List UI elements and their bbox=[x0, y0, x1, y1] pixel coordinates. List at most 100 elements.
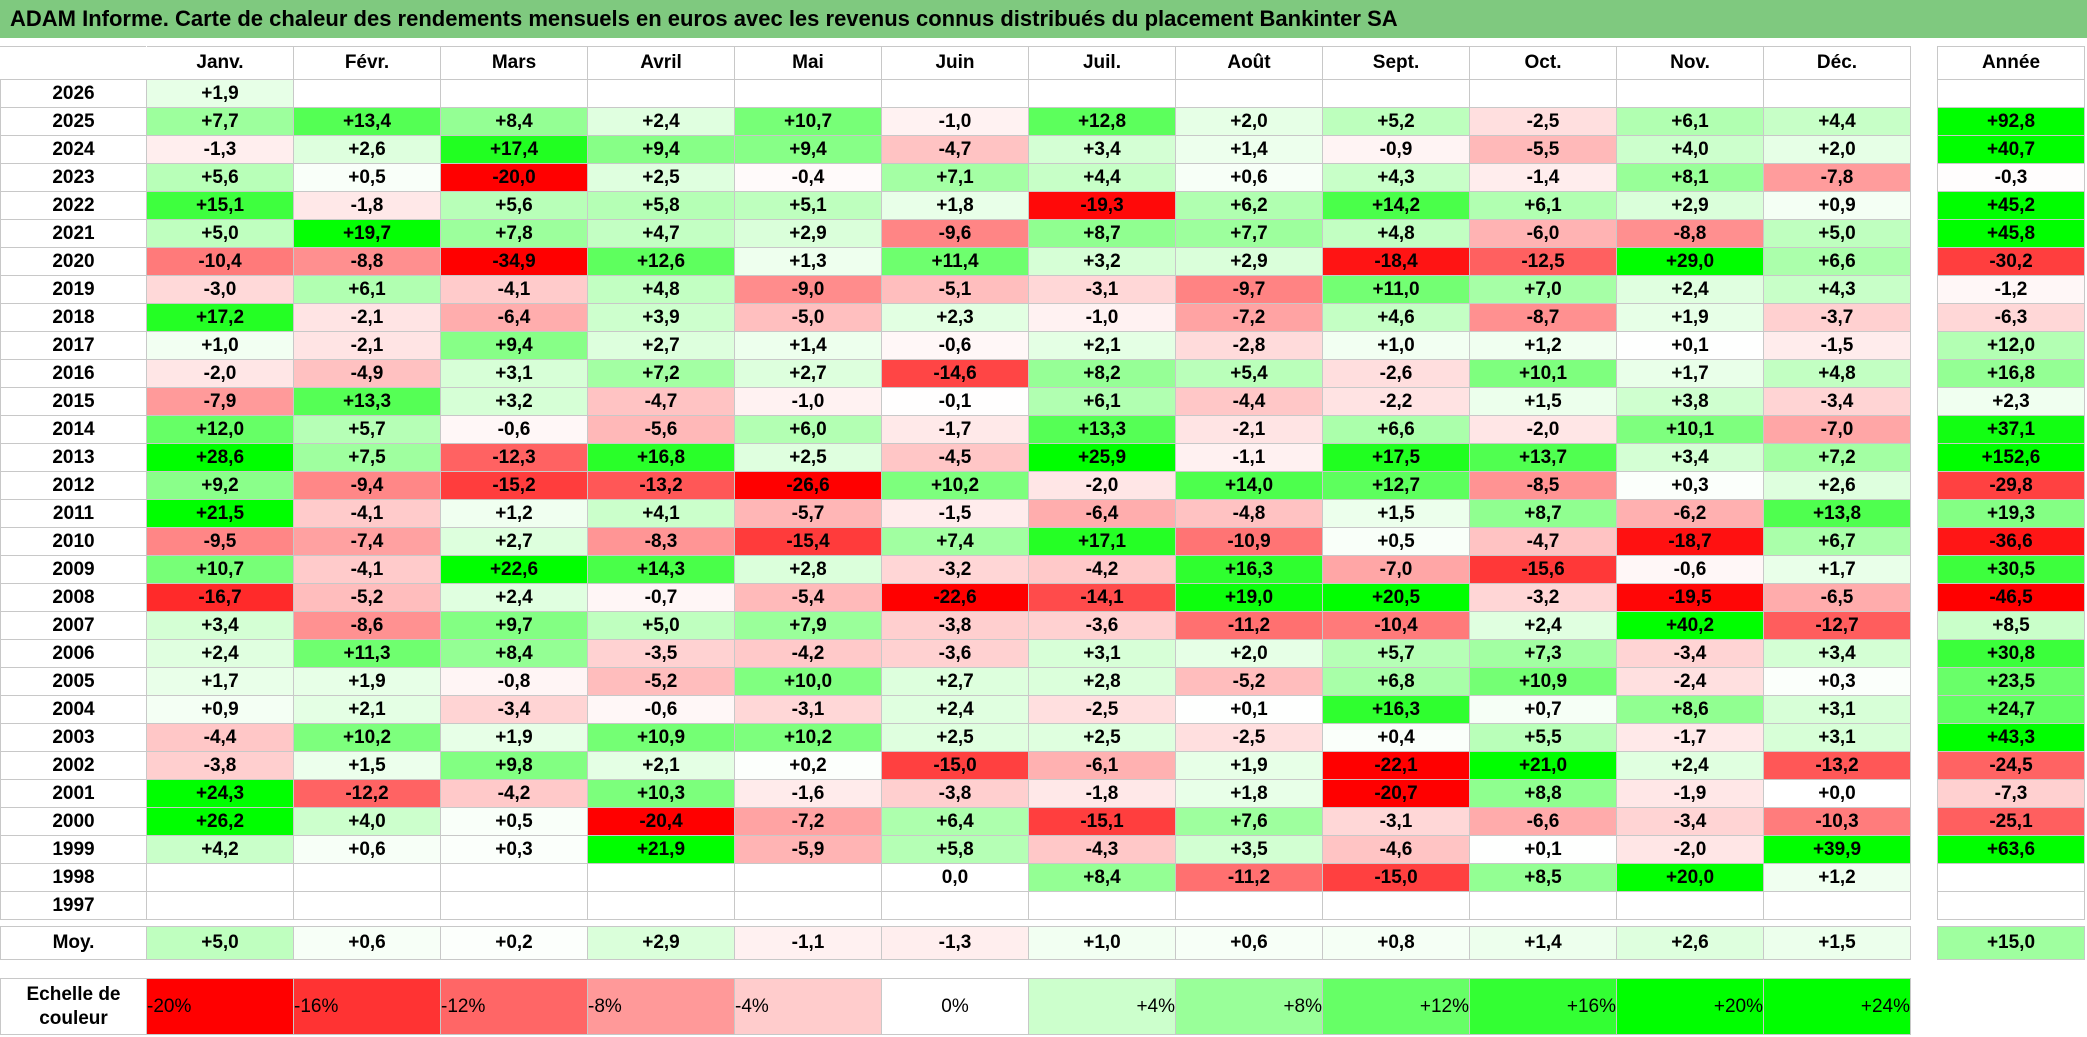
heatmap-cell: +4,8 bbox=[587, 275, 735, 304]
year-row: 2002 -3,8 +1,5 +9,8 +2,1 +0,2 -15,0 -6,1 +1,9 -22… bbox=[0, 751, 1911, 780]
annual-cell: +16,8 bbox=[1937, 359, 2085, 388]
year-label: 2024 bbox=[0, 135, 147, 164]
heatmap-cell: +2,4 bbox=[1616, 751, 1764, 780]
heatmap-cell: -0,6 bbox=[881, 331, 1029, 360]
heatmap-cell: +0,6 bbox=[1175, 163, 1323, 192]
heatmap-cell: +8,8 bbox=[1469, 779, 1617, 808]
heatmap-cell: -15,0 bbox=[881, 751, 1029, 780]
annual-row: +2,3 bbox=[1937, 387, 2085, 416]
heatmap-cell: +21,5 bbox=[146, 499, 294, 528]
heatmap-cell: +1,0 bbox=[146, 331, 294, 360]
heatmap-cell: +10,9 bbox=[587, 723, 735, 752]
heatmap-cell: -10,9 bbox=[1175, 527, 1323, 556]
heatmap-cell: +14,3 bbox=[587, 555, 735, 584]
year-row: 2025 +7,7 +13,4 +8,4 +2,4 +10,7 -1,0 +12,8 +2,0 +… bbox=[0, 107, 1911, 136]
year-row: 2017 +1,0 -2,1 +9,4 +2,7 +1,4 -0,6 +2,1 -2,8 +1,0… bbox=[0, 331, 1911, 360]
annual-row: -29,8 bbox=[1937, 471, 2085, 500]
heatmap-cell: -6,4 bbox=[440, 303, 588, 332]
heatmap-cell: +26,2 bbox=[146, 807, 294, 836]
heatmap-cell: +4,0 bbox=[293, 807, 441, 836]
color-scale-table: Echelle de couleur -20% -16% -12% -8% -4% 0% +4… bbox=[0, 978, 1911, 1035]
heatmap-cell: +10,1 bbox=[1469, 359, 1617, 388]
month-header: Oct. bbox=[1469, 46, 1617, 80]
heatmap-cell: -1,0 bbox=[881, 107, 1029, 136]
heatmap-cell: +2,0 bbox=[1175, 107, 1323, 136]
heatmap-cell: +7,7 bbox=[146, 107, 294, 136]
annual-average-row: +15,0 bbox=[1937, 926, 2085, 960]
heatmap-cell: +39,9 bbox=[1763, 835, 1911, 864]
color-scale-swatch: +16% bbox=[1469, 978, 1617, 1035]
year-row: 2026 +1,9 bbox=[0, 79, 1911, 108]
annual-row: +30,8 bbox=[1937, 639, 2085, 668]
heatmap-cell: +14,0 bbox=[1175, 471, 1323, 500]
year-label: 2023 bbox=[0, 163, 147, 192]
heatmap-cell: +2,4 bbox=[146, 639, 294, 668]
heatmap-cell: +9,4 bbox=[587, 135, 735, 164]
color-scale-swatch: -12% bbox=[440, 978, 588, 1035]
heatmap-cell: -1,0 bbox=[734, 387, 882, 416]
heatmap-cell: +6,6 bbox=[1322, 415, 1470, 444]
heatmap-cell: +12,6 bbox=[587, 247, 735, 276]
annual-row: -6,3 bbox=[1937, 303, 2085, 332]
heatmap-cell bbox=[1028, 79, 1176, 108]
heatmap-cell: -12,3 bbox=[440, 443, 588, 472]
heatmap-cell: +4,0 bbox=[1616, 135, 1764, 164]
heatmap-cell: +8,4 bbox=[440, 107, 588, 136]
heatmap-cell: -0,9 bbox=[1322, 135, 1470, 164]
heatmap-cell: +17,5 bbox=[1322, 443, 1470, 472]
heatmap-cell: +7,2 bbox=[587, 359, 735, 388]
heatmap-cell: +6,8 bbox=[1322, 667, 1470, 696]
year-row: 2004 +0,9 +2,1 -3,4 -0,6 -3,1 +2,4 -2,5 +0,1 +16,… bbox=[0, 695, 1911, 724]
heatmap-cell: -9,6 bbox=[881, 219, 1029, 248]
heatmap-cell: +9,2 bbox=[146, 471, 294, 500]
heatmap-cell: +0,7 bbox=[1469, 695, 1617, 724]
color-scale-swatch: -16% bbox=[293, 978, 441, 1035]
heatmap-cell: +0,9 bbox=[1763, 191, 1911, 220]
year-row: 2003 -4,4 +10,2 +1,9 +10,9 +10,2 +2,5 +2,5 -2,5 +… bbox=[0, 723, 1911, 752]
heatmap-cell: -3,1 bbox=[734, 695, 882, 724]
heatmap-cell: +17,1 bbox=[1028, 527, 1176, 556]
year-label: 2020 bbox=[0, 247, 147, 276]
month-header: Déc. bbox=[1763, 46, 1911, 80]
heatmap-cell: +0,1 bbox=[1175, 695, 1323, 724]
heatmap-cell: +8,6 bbox=[1616, 695, 1764, 724]
heatmap-cell: -1,7 bbox=[1616, 723, 1764, 752]
heatmap-cell: +1,4 bbox=[734, 331, 882, 360]
heatmap-cell: +3,1 bbox=[1763, 695, 1911, 724]
year-row: 2007 +3,4 -8,6 +9,7 +5,0 +7,9 -3,8 -3,6 -11,2 -10… bbox=[0, 611, 1911, 640]
heatmap-cell: +2,0 bbox=[1175, 639, 1323, 668]
heatmap-cell bbox=[1322, 891, 1470, 920]
heatmap-cell: -9,0 bbox=[734, 275, 882, 304]
year-label: 2014 bbox=[0, 415, 147, 444]
annual-cell: +45,8 bbox=[1937, 219, 2085, 248]
heatmap-cell: +5,7 bbox=[1322, 639, 1470, 668]
heatmap-cell: +10,3 bbox=[587, 779, 735, 808]
heatmap-cell: -4,9 bbox=[293, 359, 441, 388]
heatmap-cell: -3,8 bbox=[146, 751, 294, 780]
heatmap-cell: +12,8 bbox=[1028, 107, 1176, 136]
year-label: 2017 bbox=[0, 331, 147, 360]
annual-cell: -7,3 bbox=[1937, 779, 2085, 808]
annual-row: +24,7 bbox=[1937, 695, 2085, 724]
heatmap-cell: -4,2 bbox=[734, 639, 882, 668]
average-row: Moy. +5,0 +0,6 +0,2 +2,9 -1,1 -1,3 +1,0 +0,6 +0,8… bbox=[0, 926, 1911, 960]
color-scale-swatch: -4% bbox=[734, 978, 882, 1035]
year-label: 2018 bbox=[0, 303, 147, 332]
heatmap-cell: -4,7 bbox=[881, 135, 1029, 164]
month-header: Sept. bbox=[1322, 46, 1470, 80]
color-scale-swatch: +8% bbox=[1175, 978, 1323, 1035]
annual-row: +8,5 bbox=[1937, 611, 2085, 640]
heatmap-cell: -1,4 bbox=[1469, 163, 1617, 192]
heatmap-cell: +25,9 bbox=[1028, 443, 1176, 472]
heatmap-cell: +2,4 bbox=[1616, 275, 1764, 304]
heatmap-cell: -7,0 bbox=[1763, 415, 1911, 444]
year-row: 2008 -16,7 -5,2 +2,4 -0,7 -5,4 -22,6 -14,1 +19,0… bbox=[0, 583, 1911, 612]
year-label: 1998 bbox=[0, 863, 147, 892]
annual-cell: +2,3 bbox=[1937, 387, 2085, 416]
heatmap-cell: -3,8 bbox=[881, 611, 1029, 640]
heatmap-cell: -14,6 bbox=[881, 359, 1029, 388]
heatmap-cell: +7,9 bbox=[734, 611, 882, 640]
year-row: 2022 +15,1 -1,8 +5,6 +5,8 +5,1 +1,8 -19,3 +6,2 +1… bbox=[0, 191, 1911, 220]
heatmap-cell: +3,1 bbox=[1763, 723, 1911, 752]
heatmap-cell: +5,0 bbox=[1763, 219, 1911, 248]
